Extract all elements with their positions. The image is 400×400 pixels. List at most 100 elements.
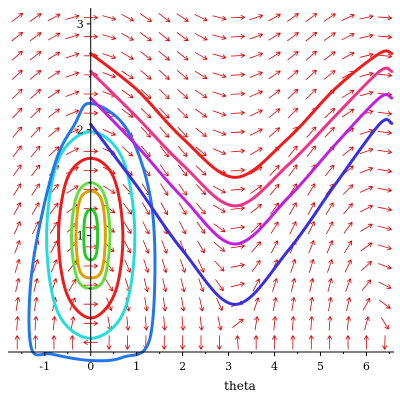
field-arrow [308,335,314,350]
field-arrow [216,335,222,350]
field-arrow [345,316,351,331]
field-arrow [31,183,40,196]
field-arrow [212,34,227,40]
field-arrow [102,128,116,136]
field-arrow [249,71,263,78]
field-arrow [194,32,208,41]
field-arrow [305,31,318,42]
field-arrow [326,240,334,254]
field-arrow [364,316,370,331]
field-arrow [123,221,132,234]
x-tick-label: -1 [39,360,50,373]
field-arrow [49,221,59,234]
field-arrow [251,259,261,272]
field-arrow [47,89,61,99]
rotating-orbit-9 [89,49,394,179]
field-arrow [212,91,227,98]
field-arrow [251,241,262,253]
field-arrow [268,51,281,60]
field-arrow [14,316,20,331]
field-arrow [268,32,281,41]
field-arrow [178,202,187,216]
field-arrow [140,89,152,100]
field-arrow [272,297,278,312]
field-arrow [195,146,207,157]
field-arrow [214,260,225,272]
field-arrow [142,221,150,235]
field-arrow [195,165,207,176]
field-arrow [12,126,23,138]
field-arrow [65,109,80,117]
field-arrow [360,223,373,232]
field-arrow [50,240,58,254]
field-arrow [287,51,299,61]
field-arrow [307,221,315,235]
field-arrow [378,299,391,309]
x-axis-title: theta [224,379,256,393]
field-arrow [65,14,80,20]
field-arrow [12,145,22,158]
field-arrow [198,278,205,292]
field-arrow [341,108,355,118]
field-arrow [33,335,39,350]
field-arrow [377,72,393,78]
closed-orbit-5 [27,101,157,363]
field-arrow [29,51,42,61]
field-arrow [289,202,297,215]
field-arrow [15,278,21,292]
field-arrow [378,281,392,289]
field-arrow [121,13,134,22]
field-arrow [362,297,371,311]
field-arrow [15,297,21,312]
field-arrow [198,316,204,331]
field-arrow [287,88,299,100]
field-arrow [143,278,150,293]
field-arrow [159,107,170,119]
trajectories [27,49,394,363]
field-arrow [360,242,373,252]
field-arrow [377,53,393,59]
field-arrow [65,147,79,155]
field-arrow [51,335,57,350]
field-arrow [139,13,152,22]
tick-marks: -1 0 1 2 3 4 5 6 1 2 3 [21,18,390,373]
field-arrow [230,53,246,59]
field-arrow [47,13,61,22]
field-arrow [195,127,207,137]
field-arrow [324,107,336,119]
field-arrow [158,31,171,42]
field-arrow [159,88,170,100]
field-arrow [176,70,189,80]
x-tick-label: 3 [225,360,232,373]
field-arrow [177,145,188,157]
field-arrow [324,126,335,138]
field-arrow [323,51,336,61]
field-arrow [160,183,169,196]
field-arrow [213,241,226,252]
field-arrow [141,202,150,216]
field-arrow [160,202,168,216]
field-arrow [212,110,227,117]
field-arrow [324,164,335,177]
field-arrow [213,204,226,213]
field-arrow [344,259,352,273]
field-arrow [159,145,169,158]
field-arrow [250,185,263,194]
field-arrow [65,71,80,78]
field-arrow [249,147,263,156]
field-arrow [102,72,116,79]
field-arrow [377,244,392,251]
field-arrow [252,278,260,292]
field-arrow [308,259,315,273]
field-arrow [11,88,23,100]
field-arrow [377,149,392,155]
field-arrow [308,240,315,254]
field-arrow [268,70,281,80]
field-arrow [326,221,334,235]
field-arrow [197,240,205,254]
field-arrow [180,297,186,312]
field-arrow [158,69,170,80]
field-arrow [180,335,186,350]
field-arrow [11,12,24,23]
field-arrow [377,130,392,136]
